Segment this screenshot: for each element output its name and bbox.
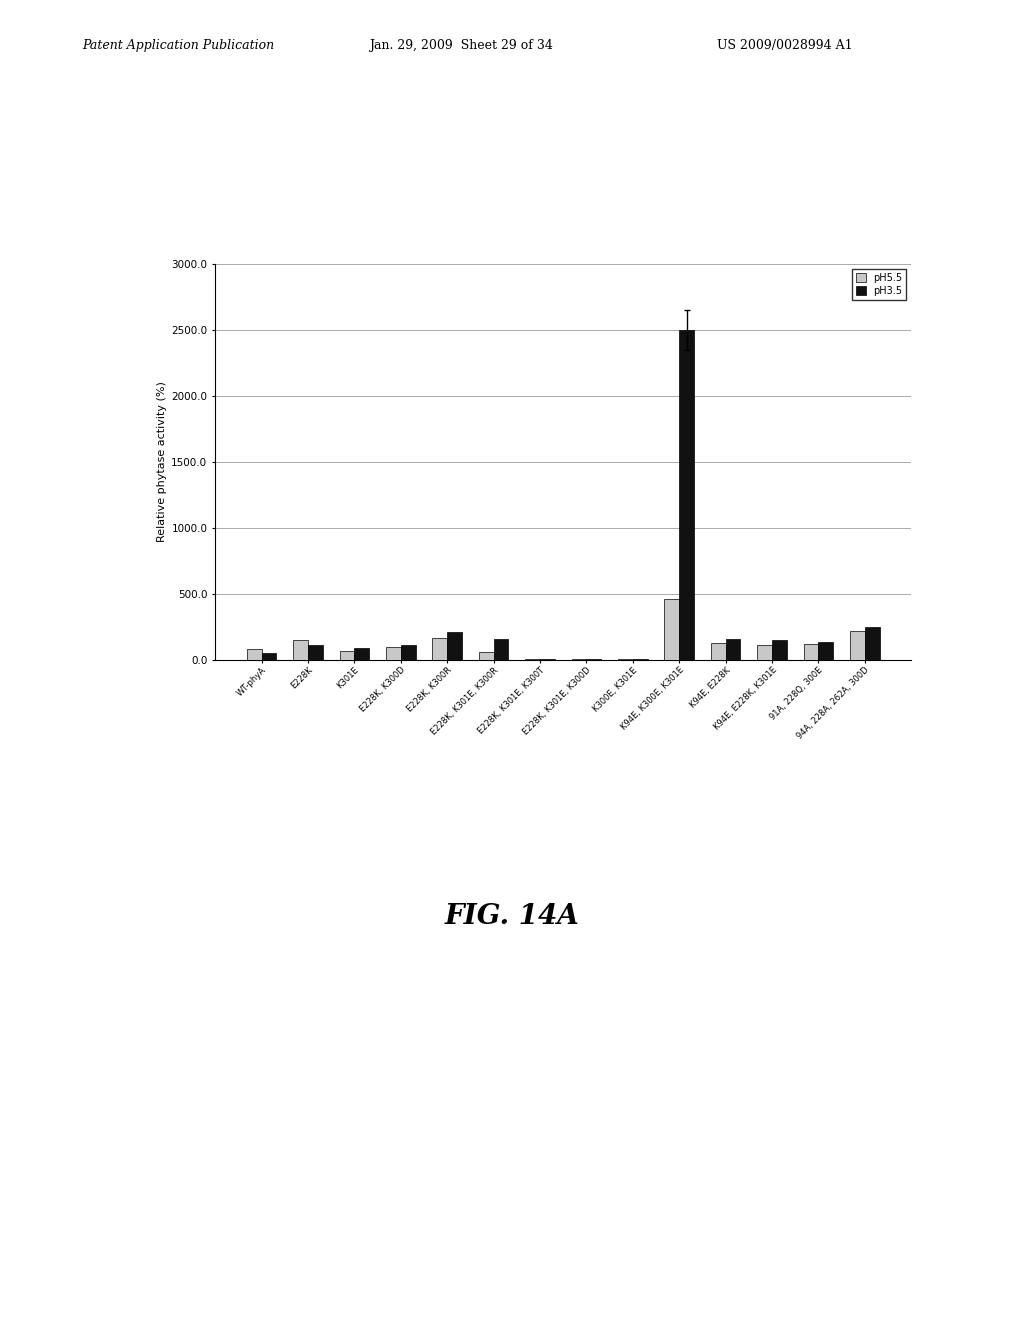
Bar (340, 651, 354, 660)
Text: FIG. 14A: FIG. 14A (444, 903, 580, 931)
Bar (354, 648, 370, 660)
Bar (850, 631, 865, 660)
Bar (804, 644, 818, 660)
Legend: pH5.5, pH3.5: pH5.5, pH3.5 (852, 269, 906, 300)
Bar (386, 647, 400, 660)
Y-axis label: Relative phytase activity (%): Relative phytase activity (%) (157, 381, 167, 543)
Bar (665, 599, 679, 660)
Text: US 2009/0028994 A1: US 2009/0028994 A1 (717, 38, 852, 51)
Bar (711, 643, 726, 660)
Bar (479, 652, 494, 660)
Bar (757, 645, 772, 660)
Text: Jan. 29, 2009  Sheet 29 of 34: Jan. 29, 2009 Sheet 29 of 34 (369, 38, 553, 51)
Bar (432, 638, 447, 660)
Bar (772, 640, 786, 660)
Bar (494, 639, 509, 660)
Bar (726, 639, 740, 660)
Bar (865, 627, 880, 660)
Bar (679, 330, 694, 660)
Bar (261, 653, 276, 660)
Bar (818, 642, 834, 660)
Bar (247, 649, 261, 660)
Bar (293, 640, 308, 660)
Bar (400, 645, 416, 660)
Text: Patent Application Publication: Patent Application Publication (82, 38, 274, 51)
Bar (308, 645, 323, 660)
Bar (447, 632, 462, 660)
